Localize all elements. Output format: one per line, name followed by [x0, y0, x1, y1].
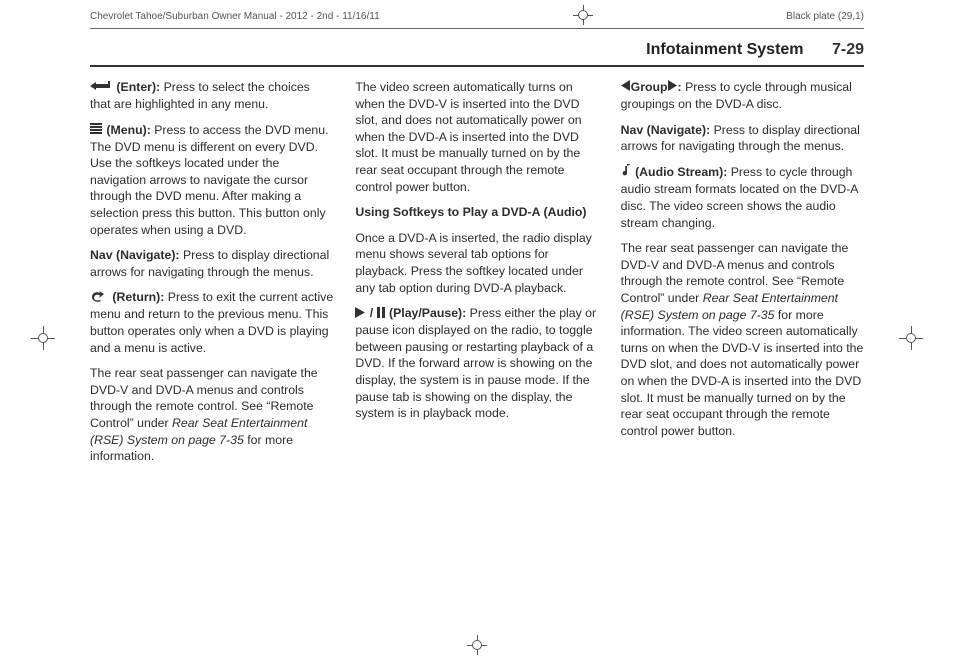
softkeys-heading: Using Softkeys to Play a DVD-A (Audio)	[355, 204, 598, 221]
page-number: 7-29	[832, 41, 864, 58]
dvda-insert-text: Once a DVD-A is inserted, the radio disp…	[355, 230, 598, 296]
section-title: Infotainment System	[646, 41, 803, 58]
rear-seat-note-2: The rear seat passenger can navigate the…	[621, 240, 864, 439]
rear-seat-note-1: The rear seat passenger can navigate the…	[90, 365, 333, 465]
return-icon	[90, 290, 108, 307]
play-label: (Play/Pause):	[389, 306, 466, 320]
video-auto-text: The video screen automatically turns on …	[355, 79, 598, 195]
print-plate: Black plate (29,1)	[786, 11, 864, 22]
print-header: Chevrolet Tahoe/Suburban Owner Manual - …	[0, 0, 954, 28]
audio-label: (Audio Stream):	[635, 165, 727, 179]
entry-audio-stream: (Audio Stream): Press to cycle through a…	[621, 164, 864, 231]
column-1: (Enter): Press to select the choices tha…	[90, 79, 333, 474]
column-3: Group : Press to cycle through musical g…	[621, 79, 864, 474]
registration-mark-bottom	[460, 637, 494, 658]
play-text: Press either the play or pause icon disp…	[355, 306, 596, 420]
page-header: Infotainment System 7-29	[0, 35, 954, 63]
entry-menu: (Menu): Press to access the DVD menu. Th…	[90, 122, 333, 239]
enter-arrow-icon	[90, 79, 112, 96]
nav-label-2: Nav (Navigate):	[621, 123, 711, 137]
entry-return: (Return): Press to exit the current acti…	[90, 289, 333, 356]
rear-text-2b: for more information. The video screen a…	[621, 308, 864, 438]
entry-nav-2: Nav (Navigate): Press to display directi…	[621, 122, 864, 155]
divider-thick	[90, 65, 864, 67]
group-label-post: :	[678, 80, 682, 94]
registration-mark-top	[566, 7, 600, 26]
music-note-icon	[621, 164, 631, 182]
column-2: The video screen automatically turns on …	[355, 79, 598, 474]
content-columns: (Enter): Press to select the choices tha…	[0, 79, 954, 474]
print-doc-title: Chevrolet Tahoe/Suburban Owner Manual - …	[90, 11, 380, 22]
group-label-pre: Group	[631, 80, 668, 94]
menu-text: Press to access the DVD menu. The DVD me…	[90, 123, 329, 237]
menu-icon	[90, 122, 102, 139]
triangle-right-icon	[668, 79, 677, 96]
entry-play-pause: / (Play/Pause): Press either the play or…	[355, 305, 598, 422]
entry-nav: Nav (Navigate): Press to display directi…	[90, 247, 333, 280]
pause-icon	[377, 306, 385, 323]
return-label: (Return):	[112, 290, 164, 304]
divider-thin	[90, 28, 864, 29]
registration-mark-right	[894, 330, 928, 351]
triangle-left-icon	[621, 79, 630, 96]
menu-label: (Menu):	[106, 123, 150, 137]
slash-1: /	[366, 306, 376, 320]
nav-label: Nav (Navigate):	[90, 248, 180, 262]
play-icon	[355, 306, 365, 323]
entry-group: Group : Press to cycle through musical g…	[621, 79, 864, 113]
registration-mark-left	[26, 330, 60, 351]
entry-enter: (Enter): Press to select the choices tha…	[90, 79, 333, 113]
enter-label: (Enter):	[116, 80, 160, 94]
